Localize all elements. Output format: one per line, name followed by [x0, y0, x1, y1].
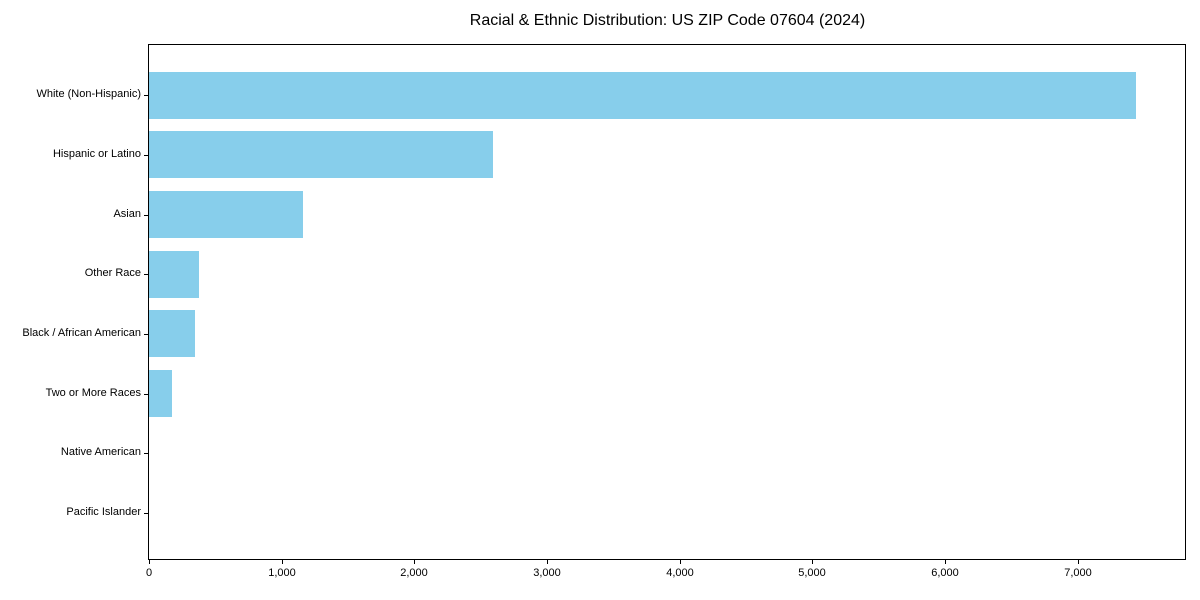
plot-area — [148, 44, 1186, 560]
y-tick-mark — [144, 155, 149, 156]
x-tick-label: 2,000 — [400, 567, 428, 579]
x-tick-mark — [680, 560, 681, 564]
y-tick-label: Hispanic or Latino — [52, 147, 141, 160]
x-tick-label: 1,000 — [268, 567, 296, 579]
x-tick-mark — [1078, 560, 1079, 564]
x-tick-label: 7,000 — [1064, 567, 1092, 579]
x-tick-label: 3,000 — [533, 567, 561, 579]
x-tick-mark — [547, 560, 548, 564]
bar — [149, 71, 1136, 119]
bar — [149, 191, 303, 239]
x-tick-label: 5,000 — [798, 567, 826, 579]
bar — [149, 370, 172, 417]
y-tick-label: Black / African American — [22, 326, 141, 339]
y-tick-label: Two or More Races — [45, 386, 141, 399]
x-tick-mark — [812, 560, 813, 564]
bar — [149, 131, 493, 179]
x-tick-label: 6,000 — [931, 567, 959, 579]
y-tick-mark — [144, 334, 149, 335]
y-tick-mark — [144, 274, 149, 275]
y-tick-label: Pacific Islander — [66, 505, 141, 518]
y-tick-label: Other Race — [84, 267, 141, 280]
x-tick-label: 4,000 — [666, 567, 694, 579]
y-tick-mark — [144, 453, 149, 454]
y-tick-label: Native American — [60, 446, 141, 459]
y-tick-label: White (Non-Hispanic) — [36, 88, 141, 101]
y-tick-mark — [144, 215, 149, 216]
y-tick-mark — [144, 513, 149, 514]
bar — [149, 310, 195, 358]
x-tick-mark — [282, 560, 283, 564]
x-tick-mark — [945, 560, 946, 564]
y-tick-mark — [144, 95, 149, 96]
bar — [149, 250, 199, 298]
x-tick-mark — [149, 560, 150, 564]
y-tick-mark — [144, 394, 149, 395]
y-tick-label: Asian — [113, 207, 141, 220]
x-tick-label: 0 — [145, 567, 153, 579]
chart-title: Racial & Ethnic Distribution: US ZIP Cod… — [469, 12, 866, 29]
x-tick-mark — [414, 560, 415, 564]
